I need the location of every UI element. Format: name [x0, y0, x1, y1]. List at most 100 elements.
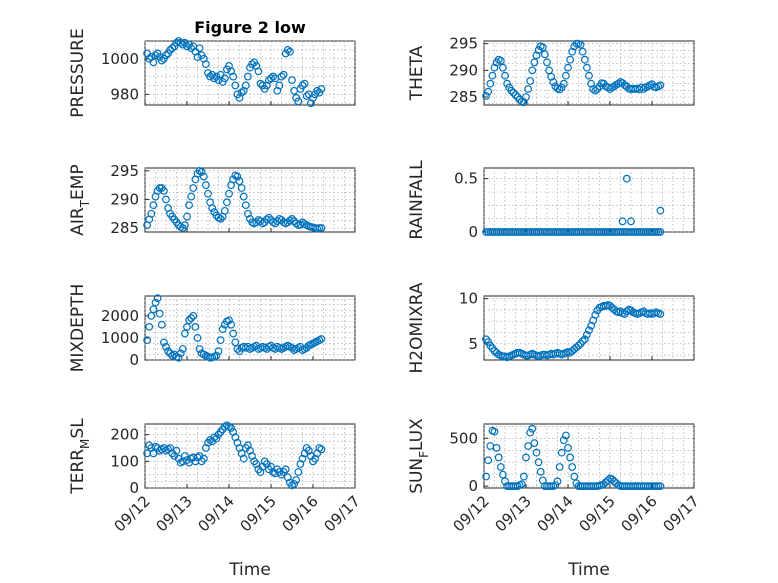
data-point: [157, 56, 166, 65]
y-tick-label: 295: [449, 35, 478, 53]
data-point: [288, 214, 296, 223]
data-point: [492, 443, 501, 452]
data-point: [578, 337, 587, 345]
y-axis-label: RAINFALL: [407, 160, 427, 240]
data-point: [553, 477, 562, 486]
data-point: [499, 63, 507, 72]
series-air_temp: [143, 166, 326, 233]
y-tick-label: 285: [110, 219, 139, 237]
x-axis-label: Time: [228, 560, 271, 580]
data-point: [572, 39, 581, 48]
series-terr_msl: [143, 421, 326, 490]
data-point: [511, 90, 520, 99]
data-point: [559, 436, 568, 445]
y-axis-label: AIRTEMP: [68, 164, 92, 235]
y-axis-label: PRESSURE: [68, 28, 88, 117]
data-point: [159, 186, 168, 195]
data-point: [204, 189, 212, 198]
data-point: [201, 60, 210, 69]
data-point: [543, 58, 551, 67]
data-point: [267, 74, 275, 83]
data-point: [486, 79, 495, 88]
data-point: [185, 316, 194, 325]
data-point: [243, 72, 252, 81]
data-point: [227, 424, 236, 432]
data-point: [656, 206, 665, 215]
data-point: [298, 81, 307, 90]
data-point: [281, 465, 290, 474]
data-point: [216, 336, 225, 345]
data-point: [583, 330, 591, 339]
data-point: [490, 427, 499, 436]
data-point: [300, 79, 309, 88]
data-point: [484, 87, 493, 96]
data-point: [317, 445, 326, 454]
data-point: [199, 454, 208, 463]
y-tick-label: 0: [129, 351, 139, 369]
data-point: [290, 480, 299, 488]
data-point: [608, 475, 616, 484]
data-point: [166, 349, 175, 358]
data-point: [164, 347, 173, 356]
data-point: [254, 67, 263, 76]
x-tick-label: 09/13: [492, 492, 535, 535]
data-point: [652, 482, 661, 490]
data-point: [562, 431, 570, 440]
y-tick-label: 2000: [101, 307, 139, 325]
data-point: [488, 71, 497, 80]
data-point: [654, 228, 663, 236]
data-point: [151, 51, 160, 60]
data-point: [528, 424, 537, 433]
data-point: [279, 70, 288, 79]
data-point: [214, 347, 223, 356]
data-point: [317, 85, 326, 93]
data-point: [189, 184, 198, 192]
data-point: [231, 81, 240, 90]
x-tick-label: 09/12: [111, 492, 154, 535]
data-point: [294, 97, 303, 106]
panel-pressure: 980 1000 PRESSURE Figure 2 low: [68, 18, 356, 118]
y-tick-label: 0.5: [454, 170, 478, 188]
data-point: [530, 439, 539, 448]
data-point: [149, 58, 158, 67]
data-point: [197, 168, 206, 176]
data-point: [218, 325, 227, 334]
data-point: [568, 463, 577, 471]
data-point: [551, 481, 560, 490]
data-point: [149, 201, 158, 210]
data-point: [189, 311, 198, 320]
data-point: [233, 172, 242, 181]
data-point: [231, 338, 240, 347]
data-point: [155, 309, 164, 318]
data-point: [239, 454, 248, 463]
data-point: [622, 174, 631, 183]
data-point: [549, 78, 558, 86]
data-point: [225, 189, 233, 198]
data-point: [496, 56, 505, 65]
data-point: [528, 66, 537, 75]
data-point: [229, 329, 238, 338]
data-point: [174, 353, 183, 362]
data-point: [227, 320, 236, 329]
data-point: [522, 93, 530, 101]
data-point: [559, 79, 568, 88]
data-point: [313, 86, 322, 95]
panel-h2omixra: 5 10 H2OMIXRA: [407, 282, 695, 374]
series-sun_flux: [482, 424, 665, 490]
x-tick-label: 09/12: [450, 492, 493, 535]
data-point: [288, 76, 296, 85]
data-point: [290, 217, 299, 226]
data-point: [191, 322, 200, 331]
data-point: [183, 322, 191, 331]
data-point: [241, 81, 250, 90]
data-point: [601, 478, 610, 487]
data-point: [153, 294, 162, 303]
data-point: [239, 192, 248, 201]
y-tick-label: 980: [110, 85, 139, 103]
data-point: [147, 311, 156, 320]
y-tick-label: 200: [110, 426, 139, 444]
data-point: [534, 458, 543, 467]
data-point: [229, 72, 238, 81]
